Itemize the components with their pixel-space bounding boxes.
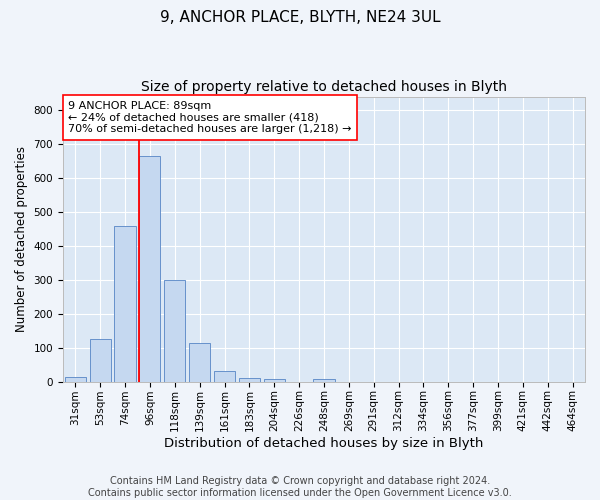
Bar (263, 379, 285, 382)
Bar (189, 342, 210, 382)
Bar (139, 156, 160, 382)
Bar (214, 372, 235, 382)
Title: Size of property relative to detached houses in Blyth: Size of property relative to detached ho… (141, 80, 507, 94)
X-axis label: Distribution of detached houses by size in Blyth: Distribution of detached houses by size … (164, 437, 484, 450)
Bar (239, 378, 260, 382)
Text: 9, ANCHOR PLACE, BLYTH, NE24 3UL: 9, ANCHOR PLACE, BLYTH, NE24 3UL (160, 10, 440, 25)
Bar (115, 226, 136, 382)
Bar (89, 340, 111, 382)
Bar (313, 379, 335, 382)
Bar (164, 280, 185, 382)
Y-axis label: Number of detached properties: Number of detached properties (15, 146, 28, 332)
Bar (65, 376, 86, 382)
Text: 9 ANCHOR PLACE: 89sqm
← 24% of detached houses are smaller (418)
70% of semi-det: 9 ANCHOR PLACE: 89sqm ← 24% of detached … (68, 101, 352, 134)
Text: Contains HM Land Registry data © Crown copyright and database right 2024.
Contai: Contains HM Land Registry data © Crown c… (88, 476, 512, 498)
